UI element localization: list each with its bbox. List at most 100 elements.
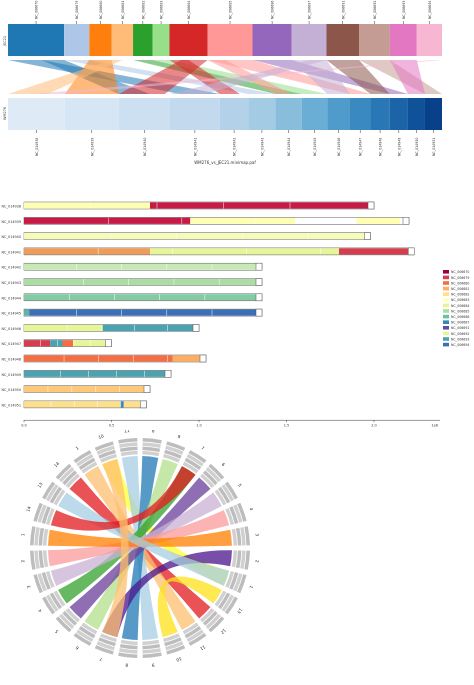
circos-track <box>45 594 59 612</box>
circos-track <box>235 550 242 569</box>
row-segment <box>102 324 194 331</box>
circos-track <box>118 438 138 444</box>
synteny-ribbon <box>64 60 119 94</box>
row-segment <box>24 340 51 347</box>
circos-segment-label: 14 <box>25 505 32 512</box>
row-segment <box>172 355 203 362</box>
row-label: NC_014940 <box>1 235 21 239</box>
bottom-contig-label: NC_014939 <box>90 138 94 156</box>
circos-track <box>30 526 36 546</box>
circos-track <box>76 629 94 643</box>
x-tick-label: 0.5 <box>109 424 115 428</box>
circos-track <box>182 461 199 474</box>
painting-row: NC_014944 <box>1 293 263 302</box>
legend-label: NC_006694 <box>451 343 469 347</box>
legend-swatch <box>443 320 449 324</box>
circos-track <box>94 645 114 655</box>
top-contig-label: NC_006670 <box>35 1 39 19</box>
bottom-contig-label: NC_014947 <box>359 138 363 156</box>
circos-link <box>48 529 232 547</box>
circos-track <box>120 450 138 457</box>
top-contig-block <box>252 24 292 56</box>
circos-link <box>50 492 222 586</box>
top-contig-label: NC_006694 <box>428 1 432 19</box>
circos-track <box>33 502 43 522</box>
circos-track <box>34 527 40 546</box>
bottom-contig-block <box>327 98 350 130</box>
circos-track <box>225 571 235 588</box>
circos-segment-label: 6 <box>74 645 79 651</box>
row-segment <box>24 217 191 224</box>
row-segment <box>29 309 257 316</box>
circos-link <box>102 458 129 638</box>
circos-track <box>235 527 242 546</box>
legend-label: NC_006686 <box>451 315 469 319</box>
bottom-contig-block <box>169 98 220 130</box>
legend-label: NC_006681 <box>451 287 469 291</box>
circos-track <box>186 629 204 643</box>
top-contig-block <box>111 24 134 56</box>
row-label: NC_014946 <box>1 327 21 331</box>
circos-segment-label: 10 <box>98 433 105 440</box>
circos-segment-label: 1 <box>20 533 25 537</box>
circos-track <box>205 467 221 483</box>
circos-track <box>240 527 246 546</box>
circos-track <box>42 550 49 568</box>
row-segment <box>62 340 73 347</box>
bottom-contig-label: NC_014948 <box>379 138 383 156</box>
bottom-contig-label: NC_014941 <box>193 138 197 156</box>
circos-track <box>142 450 160 457</box>
circos-track <box>164 637 182 647</box>
circos-track <box>37 573 47 592</box>
row-end-cap <box>164 370 172 378</box>
row-end-cap <box>255 262 263 271</box>
circos-track <box>38 527 45 546</box>
x-tick-label: 1.5 <box>284 424 290 428</box>
painting-row: NC_014941 <box>1 247 415 256</box>
row-segment <box>190 217 296 224</box>
painting-row: NC_014946 <box>1 324 200 332</box>
legend-label: NC_006679 <box>451 276 469 280</box>
circos-track <box>119 643 138 650</box>
circos-track <box>142 652 162 658</box>
bottom-contig-block <box>248 98 276 130</box>
circos-track <box>188 450 207 464</box>
top-contig-label: NC_006682 <box>141 1 145 19</box>
top-contig-label: NC_006683 <box>160 1 164 19</box>
circos-track <box>165 641 184 651</box>
row-segment <box>356 217 401 224</box>
circos-track <box>184 626 202 639</box>
row-label: NC_014948 <box>1 358 21 362</box>
circos-track <box>200 473 215 488</box>
circos-segment-label: 10 <box>175 656 182 663</box>
circos-track <box>229 506 239 524</box>
row-end-cap <box>192 324 200 332</box>
top-contig-block <box>416 24 442 56</box>
circos-link <box>58 492 230 586</box>
circos-track <box>208 616 225 633</box>
bottom-contig-label: NC_014938 <box>35 138 39 156</box>
circos-track <box>100 633 117 643</box>
circos-segment-label: 11 <box>124 430 130 434</box>
row-label: NC_014950 <box>1 388 21 392</box>
legend-label: NC_006693 <box>451 337 469 341</box>
row-segment <box>24 248 150 255</box>
bottom-contig-block <box>301 98 328 130</box>
circos-track <box>49 486 62 504</box>
row-end-cap <box>408 247 415 256</box>
circos-track <box>229 572 239 590</box>
row-end-cap <box>364 232 371 240</box>
painting-row: NC_014947 <box>1 339 112 347</box>
synteny-ribbon <box>291 60 350 94</box>
top-contig-label: NC_006692 <box>373 1 377 19</box>
circos-segment-label: 6 <box>221 462 227 468</box>
row-label: NC_014945 <box>1 312 21 316</box>
circos-segment-label: 2 <box>20 559 25 563</box>
bottom-contig-label: NC_014940 <box>143 138 147 156</box>
top-contig-label: NC_006685 <box>229 1 233 19</box>
top-contig-label: NC_006691 <box>341 1 345 19</box>
row-segment <box>24 294 257 301</box>
circos-segment-label: 12 <box>220 628 228 636</box>
bottom-contig-block <box>64 98 119 130</box>
